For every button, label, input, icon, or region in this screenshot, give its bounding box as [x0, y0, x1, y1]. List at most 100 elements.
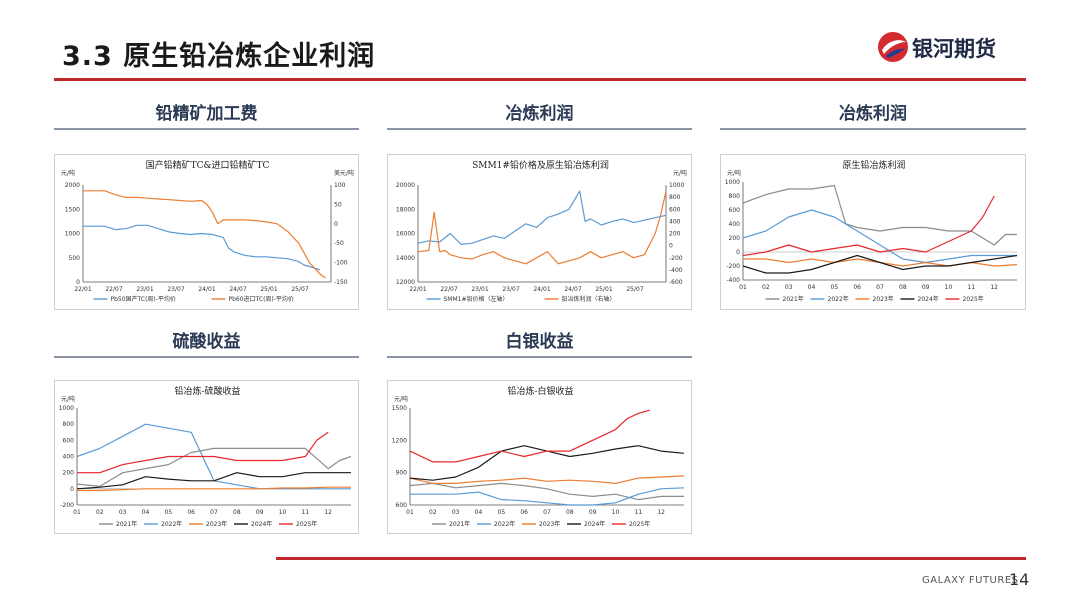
x-tick-label: 22/07 — [105, 286, 122, 293]
x-tick-label: 22/01 — [409, 286, 426, 293]
series-line — [77, 486, 351, 492]
legend-label: 2025年 — [296, 520, 317, 528]
y-axis-unit-left: 元/吨 — [727, 169, 741, 177]
x-tick-label: 04 — [142, 509, 150, 516]
x-tick-label: 25/01 — [260, 286, 277, 293]
y-axis-unit-right: 美元/吨 — [334, 169, 354, 177]
y-tick-label: 0 — [76, 279, 80, 286]
x-tick-label: 22/07 — [440, 286, 457, 293]
y2-tick-label: -600 — [669, 279, 683, 286]
brand-logo: 银河期货 — [876, 30, 1036, 64]
chart-title: 国产铅精矿TC&进口铅精矿TC — [146, 159, 270, 171]
y2-tick-label: -50 — [334, 240, 344, 247]
y-tick-label: 600 — [729, 207, 741, 214]
y-tick-label: 18000 — [396, 206, 415, 213]
x-tick-label: 25/07 — [291, 286, 308, 293]
galaxy-logo-icon — [878, 32, 908, 62]
y2-tick-label: 400 — [669, 218, 681, 225]
y-tick-label: -400 — [726, 277, 740, 284]
legend-label: 2025年 — [963, 295, 984, 303]
series-line — [742, 195, 995, 257]
footer-brand: GALAXY FUTURES — [922, 575, 1019, 586]
y-tick-label: 400 — [63, 454, 75, 461]
x-tick-label: 08 — [233, 509, 241, 516]
x-tick-label: 10 — [612, 509, 620, 516]
x-tick-label: 03 — [785, 284, 793, 291]
legend-label: 2021年 — [783, 295, 804, 303]
x-tick-label: 24/01 — [533, 286, 550, 293]
legend-label: SMM1#铅价格（左轴） — [444, 295, 509, 303]
series-line — [417, 190, 667, 265]
section-head-acid: 硫酸收益 — [54, 328, 359, 358]
x-tick-label: 22/01 — [74, 286, 91, 293]
series-line — [83, 190, 326, 279]
series-line — [742, 184, 1017, 246]
x-tick-label: 05 — [831, 284, 839, 291]
x-tick-label: 07 — [210, 509, 218, 516]
legend-label: 2022年 — [494, 520, 515, 528]
x-tick-label: 11 — [635, 509, 643, 516]
y-tick-label: 1500 — [392, 405, 407, 412]
x-tick-label: 12 — [324, 509, 332, 516]
legend-label: 2022年 — [161, 520, 182, 528]
y-tick-label: 600 — [63, 437, 75, 444]
x-tick-label: 06 — [187, 509, 195, 516]
x-tick-label: 06 — [520, 509, 528, 516]
chart-panel-acid: 铅冶炼-硫酸收益 元/吨 1000 800 600 400 200 0 -200 01 02 03 04… — [54, 380, 359, 534]
footer-rule — [276, 557, 1026, 560]
x-tick-label: 02 — [762, 284, 770, 291]
legend-label: 2023年 — [206, 520, 227, 528]
x-tick-label: 02 — [96, 509, 104, 516]
legend-label: 2023年 — [539, 520, 560, 528]
chart-title: 原生铅冶炼利润 — [842, 159, 905, 171]
y-axis-unit-left: 元/吨 — [61, 169, 75, 177]
y-tick-label: 400 — [729, 221, 741, 228]
section-head-silver: 白银收益 — [387, 328, 692, 358]
series-line — [77, 431, 329, 474]
series-line — [410, 487, 685, 506]
y-tick-label: 12000 — [396, 279, 415, 286]
x-tick-label: 01 — [406, 509, 414, 516]
x-tick-label: 23/01 — [471, 286, 488, 293]
x-tick-label: 10 — [945, 284, 953, 291]
y-axis-unit-left: 元/吨 — [61, 395, 75, 403]
x-tick-label: 25/01 — [595, 286, 612, 293]
y2-tick-label: 0 — [669, 243, 673, 250]
page-number: 14 — [1009, 570, 1030, 589]
y-tick-label: 1200 — [392, 437, 407, 444]
y-tick-label: 900 — [396, 470, 408, 477]
y2-tick-label: 100 — [334, 182, 346, 189]
x-tick-label: 09 — [589, 509, 597, 516]
x-tick-label: 24/07 — [229, 286, 246, 293]
y-tick-label: 600 — [396, 502, 408, 509]
series-line — [409, 409, 650, 463]
x-tick-label: 09 — [922, 284, 930, 291]
y-tick-label: 1000 — [725, 179, 740, 186]
x-tick-label: 12 — [990, 284, 998, 291]
y-tick-label: 0 — [70, 486, 74, 493]
legend-label: Pb60进口TC(周)-平均价 — [229, 295, 294, 303]
page-title: 3.3 原生铅冶炼企业利润 — [62, 41, 376, 72]
x-tick-label: 25/07 — [626, 286, 643, 293]
y2-tick-label: 200 — [669, 231, 681, 238]
series-line — [742, 254, 1018, 274]
chart-panel-profit: 原生铅冶炼利润 元/吨 1000 800 600 400 200 0 -200 -400 01 02 0… — [720, 154, 1026, 310]
y-tick-label: 2000 — [65, 182, 80, 189]
x-tick-label: 09 — [256, 509, 264, 516]
chart-title: 铅冶炼-白银收益 — [507, 385, 573, 397]
x-tick-label: 11 — [968, 284, 976, 291]
x-tick-label: 23/07 — [502, 286, 519, 293]
x-tick-label: 03 — [452, 509, 460, 516]
x-tick-label: 11 — [302, 509, 310, 516]
x-tick-label: 24/01 — [198, 286, 215, 293]
legend-label: 2021年 — [116, 520, 137, 528]
chart-title: 铅冶炼-硫酸收益 — [174, 385, 240, 397]
y2-tick-label: 1000 — [669, 182, 684, 189]
x-tick-label: 12 — [657, 509, 665, 516]
y2-tick-label: -100 — [334, 260, 348, 267]
y-axis-unit-right: 元/吨 — [673, 169, 687, 177]
x-tick-label: 08 — [566, 509, 574, 516]
y-tick-label: 500 — [69, 255, 81, 262]
